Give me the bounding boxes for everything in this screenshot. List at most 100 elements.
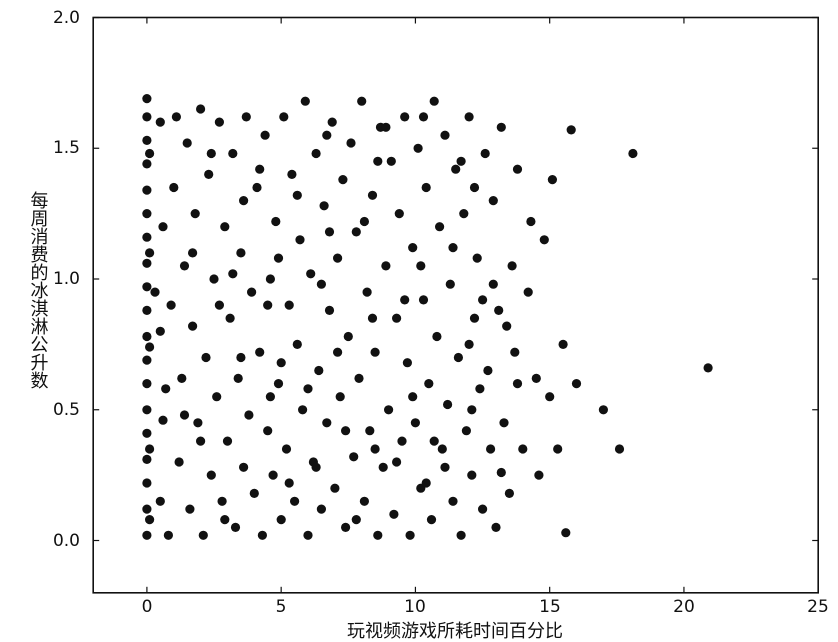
data-point	[351, 227, 361, 237]
data-point	[469, 313, 480, 323]
data-point	[287, 169, 297, 179]
data-point	[193, 418, 203, 428]
data-point	[389, 509, 399, 519]
data-point	[553, 444, 563, 454]
data-point	[480, 148, 490, 159]
data-point	[145, 148, 155, 159]
data-point	[247, 287, 257, 297]
points-layer	[142, 94, 713, 540]
data-point	[488, 279, 498, 289]
data-point	[456, 530, 466, 540]
data-point	[233, 373, 243, 383]
data-point	[494, 305, 504, 315]
data-point	[212, 392, 222, 402]
data-point	[230, 522, 241, 533]
data-point	[448, 243, 458, 253]
data-point	[142, 112, 152, 122]
data-point	[523, 287, 533, 297]
data-point	[367, 190, 378, 200]
data-point	[416, 261, 426, 271]
data-point	[155, 117, 165, 127]
data-point	[284, 478, 294, 488]
data-point	[322, 130, 332, 140]
data-point	[394, 209, 404, 219]
data-point	[222, 436, 233, 446]
data-point	[217, 496, 227, 506]
ytick-label: 0.0	[53, 531, 80, 551]
data-point	[400, 112, 410, 122]
ytick-labels: 0.0 0.5 1.0 1.5 2.0	[53, 8, 80, 551]
data-point	[628, 148, 638, 159]
data-point	[298, 405, 308, 415]
ytick-label: 1.5	[53, 138, 80, 158]
data-point	[311, 148, 321, 159]
data-point	[370, 347, 380, 357]
data-point	[496, 467, 506, 478]
data-point	[558, 339, 568, 349]
data-point	[512, 379, 523, 389]
data-point	[496, 122, 506, 132]
data-point	[142, 232, 152, 242]
data-point	[373, 156, 383, 166]
data-point	[461, 426, 471, 436]
data-point	[365, 426, 375, 436]
data-point	[418, 295, 429, 305]
data-point	[236, 352, 246, 363]
data-point	[142, 379, 152, 389]
data-point	[177, 373, 187, 383]
data-point	[273, 253, 284, 263]
data-point	[354, 373, 364, 383]
data-point	[201, 352, 211, 363]
data-point	[239, 196, 249, 206]
data-point	[545, 392, 555, 402]
data-point	[437, 444, 447, 454]
data-point	[440, 462, 450, 472]
data-point	[547, 175, 558, 185]
data-point	[306, 269, 316, 279]
data-point	[598, 405, 609, 415]
data-point	[171, 112, 181, 122]
data-point	[507, 261, 517, 271]
data-point	[179, 261, 190, 271]
data-point	[384, 405, 394, 415]
data-point	[502, 321, 512, 331]
data-point	[142, 209, 152, 219]
data-point	[359, 216, 369, 227]
data-point	[448, 496, 458, 506]
data-point	[290, 496, 300, 506]
data-point	[276, 358, 286, 368]
data-point	[292, 190, 302, 200]
data-point	[510, 347, 520, 357]
data-point	[265, 274, 275, 284]
data-point	[429, 436, 439, 446]
data-point	[392, 313, 402, 323]
data-point	[445, 279, 455, 289]
data-point	[333, 347, 343, 357]
data-point	[459, 209, 469, 219]
data-point	[400, 295, 410, 305]
data-point	[142, 159, 152, 169]
data-point	[408, 392, 418, 402]
data-point	[158, 222, 168, 232]
data-point	[260, 130, 270, 140]
data-point	[421, 182, 431, 193]
xtick-label: 10	[404, 597, 426, 617]
data-point	[566, 125, 576, 135]
data-point	[145, 248, 155, 258]
data-point	[324, 227, 335, 237]
data-point	[322, 418, 332, 428]
data-point	[421, 478, 431, 488]
data-point	[155, 326, 165, 336]
data-point	[161, 384, 171, 394]
data-point	[145, 515, 155, 525]
data-point	[418, 112, 429, 122]
data-point	[410, 418, 420, 428]
data-point	[190, 209, 200, 219]
data-point	[145, 444, 155, 454]
data-point	[539, 235, 549, 245]
data-point	[196, 436, 206, 446]
data-point	[561, 528, 571, 538]
data-point	[206, 470, 216, 480]
data-point	[488, 196, 498, 206]
